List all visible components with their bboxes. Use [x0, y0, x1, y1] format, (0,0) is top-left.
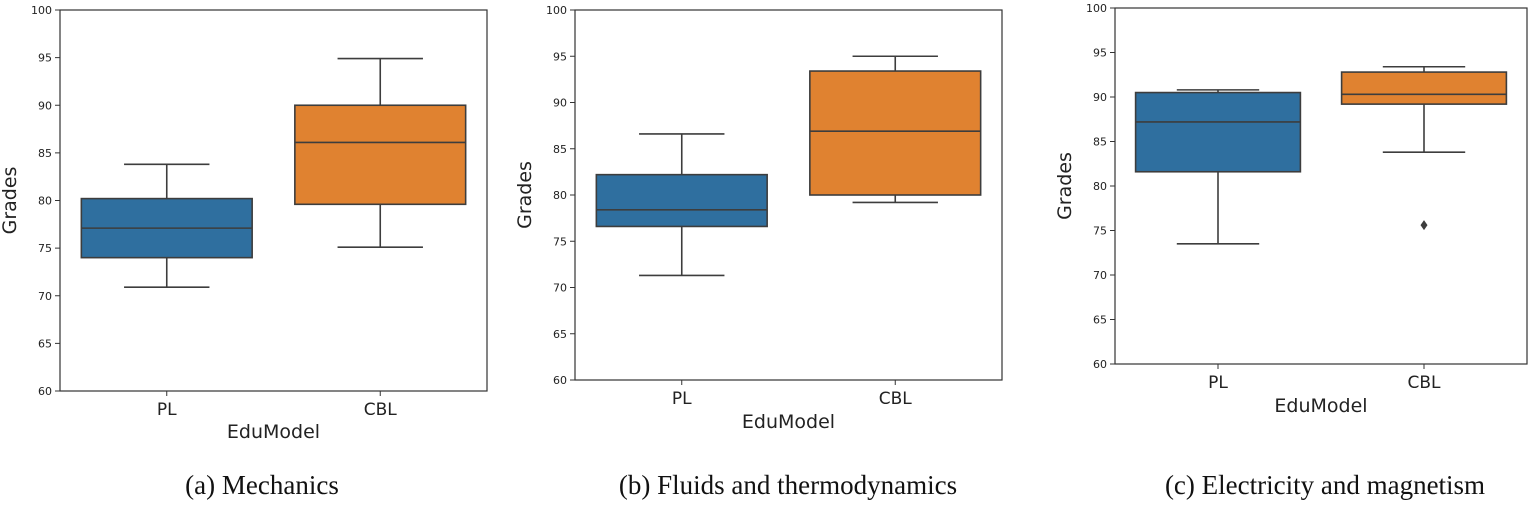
p1-y-tick-label: 70 [553, 282, 567, 295]
p0-x-axis-label: EduModel [227, 421, 320, 443]
caption-fluids-thermodynamics: (b) Fluids and thermodynamics [618, 470, 958, 500]
p1-y-tick-label: 80 [553, 189, 567, 202]
p0-box-pl [80, 163, 253, 288]
p2-y-tick-label: 70 [1093, 269, 1107, 282]
p1-x-axis-label: EduModel [742, 411, 835, 433]
p1-x-tick-label-pl: PL [672, 389, 692, 409]
p0-y-tick-label: 65 [38, 337, 52, 350]
p1-box-cbl [809, 55, 982, 204]
p0-y-tick-label: 90 [38, 99, 52, 112]
p0-y-axis-label: Grades [0, 167, 21, 235]
p0-y-tick-label: 95 [38, 52, 52, 65]
p0-y-tick-label: 70 [38, 290, 52, 303]
caption-mechanics: (a) Mechanics [185, 470, 339, 500]
p1-y-tick-label: 60 [553, 374, 567, 387]
p2-y-tick-label: 75 [1093, 225, 1107, 238]
p0-y-tick-label: 80 [38, 195, 52, 208]
p2-x-tick-label-cbl: CBL [1407, 373, 1441, 393]
p2-plot-frame [1114, 7, 1528, 365]
p2-x-axis-label: EduModel [1274, 395, 1367, 417]
chart-electricity-magnetism: 60 65 70 75 80 85 90 95 100 PL CBL EduModel Grades [1054, 2, 1528, 417]
p2-y-tick-label: 80 [1093, 180, 1107, 193]
p1-y-tick-label: 95 [553, 50, 567, 63]
p2-y-tick-label: 95 [1093, 47, 1107, 60]
p2-x-tick-label-pl: PL [1208, 373, 1228, 393]
p1-y-axis-label: Grades [514, 161, 536, 229]
p0-y-tick-label: 100 [31, 4, 52, 17]
p1-y-tick-label: 75 [553, 235, 567, 248]
p2-y-tick-label: 65 [1093, 314, 1107, 327]
chart-mechanics: 60 65 70 75 80 85 90 95 100 PL CBL EduModel Grades [0, 4, 488, 443]
p1-y-tick-label: 65 [553, 328, 567, 341]
p1-y-tick-label: 90 [553, 97, 567, 110]
iqr-box [294, 104, 467, 206]
p2-y-axis-label: Grades [1054, 152, 1076, 220]
p0-y-tick-label: 60 [38, 385, 52, 398]
iqr-box [809, 70, 982, 196]
p2-box-cbl [1340, 65, 1508, 231]
chart-fluids-thermodynamics: 60 65 70 75 80 85 90 95 100 PL CBL EduModel Grades [514, 4, 1003, 433]
p0-x-tick-label-pl: PL [157, 400, 177, 420]
caption-electricity-magnetism: (c) Electricity and magnetism [1164, 470, 1486, 500]
iqr-box [1340, 71, 1508, 105]
p0-box-cbl [294, 57, 467, 248]
p0-y-tick-label: 85 [38, 147, 52, 160]
p2-y-tick-label: 90 [1093, 91, 1107, 104]
p1-x-tick-label-cbl: CBL [879, 389, 913, 409]
p2-y-tick-label: 85 [1093, 136, 1107, 149]
p2-box-pl [1134, 89, 1302, 245]
outlier-point [1420, 220, 1428, 231]
p0-y-tick-label: 75 [38, 242, 52, 255]
p1-y-tick-label: 100 [546, 4, 567, 17]
p1-y-tick-label: 85 [553, 143, 567, 156]
iqr-box [1134, 91, 1302, 173]
p0-x-tick-label-cbl: CBL [364, 400, 398, 420]
p1-box-pl [595, 133, 768, 277]
p2-y-tick-label: 100 [1086, 2, 1107, 15]
p2-y-tick-label: 60 [1093, 358, 1107, 371]
iqr-box [595, 173, 768, 228]
